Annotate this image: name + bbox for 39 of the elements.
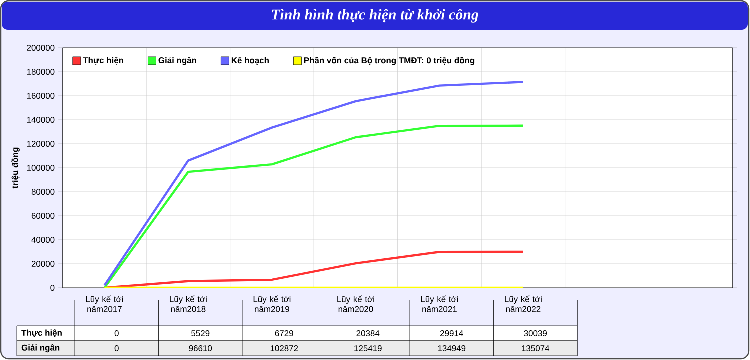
data-label: 96610 [189, 346, 212, 352]
y-tick-label: 180000 [27, 69, 55, 75]
y-tick-label: 140000 [27, 117, 55, 123]
y-tick-label: 20000 [32, 261, 55, 267]
y-tick-label: 40000 [32, 237, 55, 243]
data-label: 29914 [440, 330, 464, 336]
x-tick-label: Lũy kế tới năm2022 [505, 296, 542, 312]
data-label: 5529 [192, 330, 210, 336]
legend-label: Thực hiện [83, 57, 124, 65]
x-tick-label: Lũy kế tới năm2017 [86, 296, 124, 312]
y-tick-label: 60000 [32, 213, 55, 219]
legend-label: Phần vốn của Bộ trong TMĐT: 0 triệu đồng [304, 56, 475, 66]
data-label: 135074 [522, 346, 550, 352]
y-axis-title: triệu đồng [12, 148, 20, 189]
data-label: 6729 [275, 330, 294, 336]
x-tick-label: Lũy kế tới năm2021 [421, 296, 458, 312]
data-label: 0 [114, 330, 119, 336]
text: Thực hiện [22, 330, 62, 338]
x-tick-label: Lũy kế tới năm2019 [254, 296, 291, 312]
x-tick-label: Lũy kế tới năm2018 [170, 296, 207, 312]
x-tick-label: Lũy kế tới năm2020 [338, 296, 374, 312]
data-label: 125419 [354, 346, 382, 352]
data-label: 102872 [270, 346, 298, 352]
y-tick-label: 160000 [27, 93, 55, 99]
line-series [104, 81, 525, 287]
legend-label: Giải ngân [158, 57, 196, 66]
line-series [104, 124, 525, 288]
y-tick-label: 80000 [32, 189, 55, 195]
y-tick-label: 0 [50, 285, 55, 291]
legend-label: Kế hoạch [232, 56, 269, 66]
data-label: 20384 [356, 330, 380, 336]
data-label: 30039 [524, 330, 547, 336]
y-tick-label: 200000 [27, 45, 55, 51]
chart-title: Tình hình thực hiện từ khởi công [272, 9, 479, 23]
y-tick-label: 100000 [27, 165, 55, 171]
text: Giải ngân [22, 344, 60, 353]
data-label: 134949 [438, 346, 466, 352]
data-label: 0 [114, 346, 119, 352]
y-tick-label: 120000 [27, 141, 55, 147]
